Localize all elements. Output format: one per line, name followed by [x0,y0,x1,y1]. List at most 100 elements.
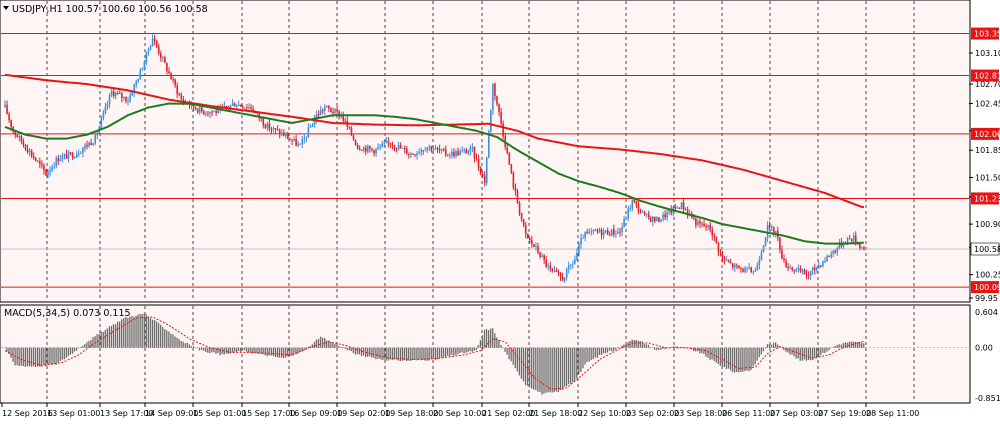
price-tick-label: 102.45 [975,100,1000,109]
macd-histogram-bar [750,347,752,370]
candle-body [51,167,53,171]
macd-histogram-bar [524,347,527,386]
level-price-tag [971,127,999,140]
candle-body [309,126,312,128]
candle-body [535,246,537,247]
macd-histogram-bar [346,347,348,351]
candle-body [828,255,830,257]
macd-histogram-bar [233,347,236,352]
level-price-tag [971,27,999,40]
macd-histogram-bar [184,343,186,348]
candle-body [453,151,455,157]
macd-histogram-bar [215,347,217,354]
collapse-arrow-icon[interactable] [3,6,9,10]
candle-body [387,141,390,143]
macd-histogram-bar [307,346,309,348]
candle-body [348,126,351,128]
candle-body [350,127,353,136]
candle-body [422,150,424,152]
candle-body [848,238,851,240]
macd-histogram-bar [211,347,213,353]
macd-histogram-bar [172,334,174,348]
macd-histogram-bar [721,347,723,367]
candle-body [34,158,37,161]
current-price-label: 100.58 [974,245,1000,254]
macd-histogram-bar [84,344,86,348]
macd-histogram-bar [526,347,529,386]
level-price-label: 102.06 [974,130,1000,139]
candle-body [572,263,574,265]
candle-body [406,148,408,155]
macd-histogram-bar [96,334,98,348]
candle-body [291,139,293,141]
macd-histogram-bar [428,347,430,361]
macd-histogram-bar [516,347,518,372]
macd-histogram-bar [424,347,426,361]
candle-body [483,175,486,184]
macd-histogram-bar [783,347,785,351]
candle-body [617,231,619,234]
macd-histogram-bar [461,347,463,353]
candle-body [727,260,730,263]
candle-body [139,70,142,80]
candle-body [635,201,638,205]
macd-histogram-bar [221,347,223,355]
candle-body [354,139,357,146]
macd-histogram-bar [315,339,318,348]
macd-histogram-bar [752,347,754,367]
candle-body [151,38,154,47]
candle-body [803,269,806,275]
macd-histogram-bar [51,347,53,365]
candle-body [14,131,17,135]
candle-body [168,71,170,74]
macd-histogram-bar [615,347,617,350]
macd-histogram-bar [457,347,459,355]
macd-histogram-bar [297,347,299,354]
macd-histogram-bar [186,342,188,348]
macd-histogram-bar [740,347,742,372]
candle-body [797,268,800,270]
candle-body [381,143,383,147]
macd-histogram-bar [809,347,812,361]
macd-histogram-bar [777,344,779,348]
macd-histogram-bar [170,333,172,348]
candle-body [266,123,269,128]
candle-body [188,104,191,106]
candle-body [586,231,588,234]
candle-body [830,253,832,257]
candle-body [824,261,826,262]
candle-body [850,238,853,242]
macd-histogram-bar [840,344,842,348]
candle-body [196,109,199,113]
macd-histogram-bar [18,347,20,367]
candle-body [559,272,562,277]
macd-histogram-bar [98,333,100,348]
macd-histogram-bar [463,347,465,354]
candle-body [121,93,123,99]
candle-body [315,114,318,120]
macd-histogram-bar [71,347,74,354]
candle-body [268,123,271,130]
macd-histogram-bar [572,347,574,383]
time-tick-label: 28 Sep 11:00 [866,409,919,418]
candle-body [654,216,656,222]
macd-histogram-bar [822,347,824,353]
candle-body [775,231,777,234]
macd-histogram-bar [342,347,344,348]
moving-averages [4,73,864,245]
candle-body [670,209,673,214]
macd-histogram-bar [338,346,340,348]
macd-histogram-bar [662,347,664,349]
candle-body [508,152,511,165]
candle-body [533,243,535,247]
macd-histogram-bar [88,341,90,348]
candle-body [580,238,582,245]
macd-histogram-bar [820,347,822,355]
candle-body [264,125,267,128]
macd-histogram-bar [496,337,498,348]
candle-body [551,268,554,271]
macd-histogram-bar [635,339,637,348]
macd-histogram-bar [623,344,625,348]
